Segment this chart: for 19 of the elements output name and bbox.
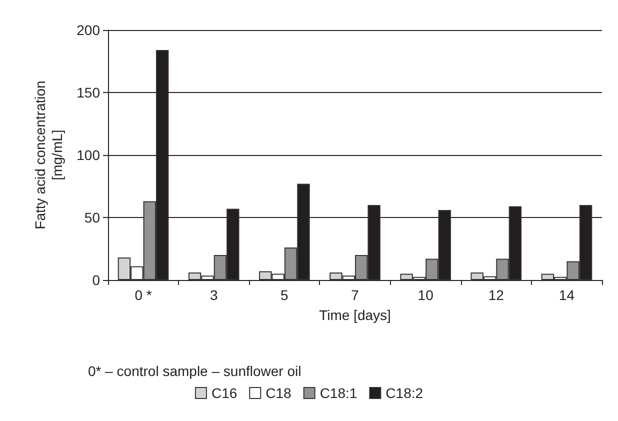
legend-label: C18 [266,385,292,401]
x-axis-title: Time [days] [319,307,391,323]
legend-label: C18:1 [320,385,358,401]
x-tick-label: 14 [558,287,575,303]
y-axis-title: Fatty acid concentration [mg/mL] [32,80,66,230]
text: 0* – control sample – sunflower oil [88,363,302,379]
x-tick-label: 5 [280,287,289,303]
y-tick-label: 100 [76,147,100,163]
x-tick-label: 7 [351,287,360,303]
y-tick-label: 150 [76,84,100,100]
y-tick-label: 0 [92,272,100,288]
x-tick-label: 12 [488,287,504,303]
x-tick-label: 0 * [134,287,152,303]
legend-label: C16 [211,385,238,401]
y-tick-label: 50 [84,210,100,226]
x-tick-label: 10 [418,287,434,303]
legend-label: C18:2 [386,385,424,401]
y-tick-label: 200 [76,22,100,38]
x-tick-label: 3 [210,287,218,303]
